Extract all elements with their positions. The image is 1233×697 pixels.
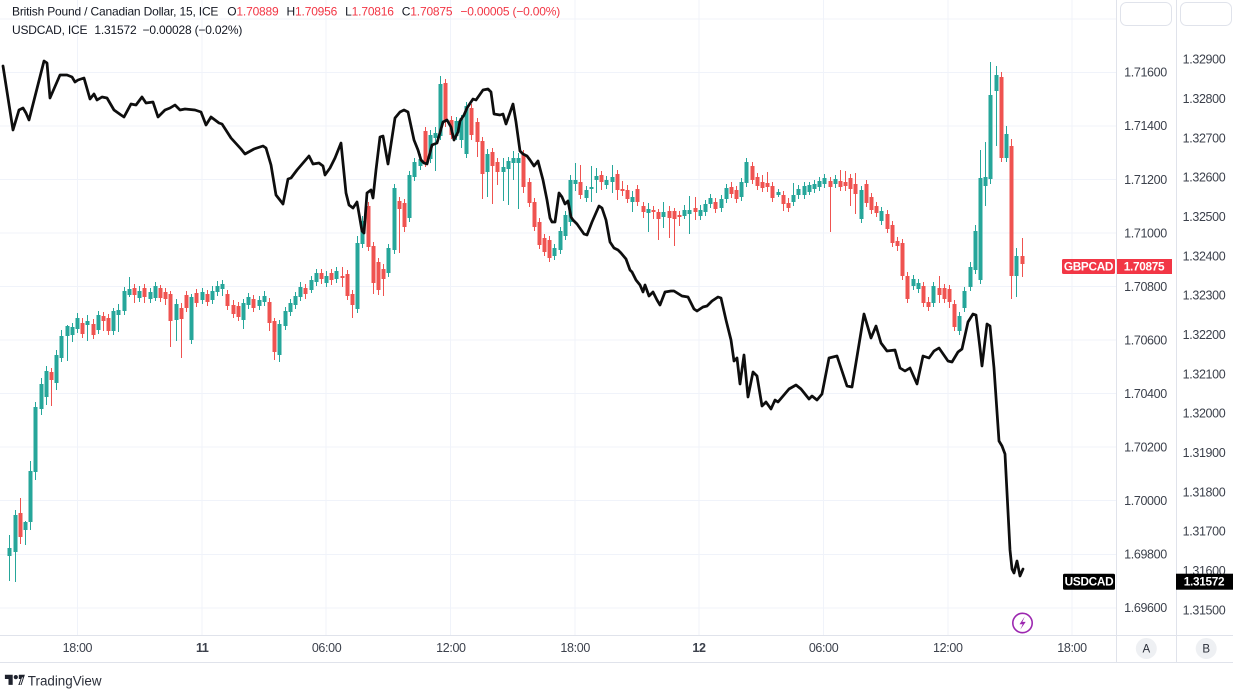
svg-text:18:00: 18:00 [560,641,590,655]
svg-text:1.31900: 1.31900 [1183,446,1226,460]
svg-text:1.69800: 1.69800 [1124,548,1167,562]
svg-text:1.32600: 1.32600 [1183,171,1226,185]
svg-text:06:00: 06:00 [809,641,839,655]
svg-text:1.70800: 1.70800 [1124,280,1167,294]
svg-text:1.70600: 1.70600 [1124,333,1167,347]
svg-text:12:00: 12:00 [933,641,963,655]
svg-text:18:00: 18:00 [1057,641,1087,655]
svg-text:1.70400: 1.70400 [1124,387,1167,401]
svg-text:British Pound / Canadian Dolla: British Pound / Canadian Dollar, 15, ICE… [12,5,560,19]
svg-text:1.32400: 1.32400 [1183,249,1226,263]
svg-text:1.31700: 1.31700 [1183,525,1226,539]
svg-text:06:00: 06:00 [312,641,342,655]
svg-text:1.32100: 1.32100 [1183,367,1226,381]
svg-text:12: 12 [692,641,706,655]
svg-text:1.32700: 1.32700 [1183,131,1226,145]
svg-text:1.71600: 1.71600 [1124,66,1167,80]
svg-text:1.32500: 1.32500 [1183,210,1226,224]
svg-text:1.31800: 1.31800 [1183,485,1226,499]
svg-text:1.70000: 1.70000 [1124,494,1167,508]
svg-text:A: A [1142,644,1150,656]
svg-text:TradingView: TradingView [28,673,102,688]
svg-text:12:00: 12:00 [436,641,466,655]
svg-text:1.32900: 1.32900 [1183,53,1226,67]
svg-text:1.71000: 1.71000 [1124,226,1167,240]
svg-text:1.71400: 1.71400 [1124,119,1167,133]
svg-text:B: B [1202,644,1210,656]
svg-text:1.70200: 1.70200 [1124,441,1167,455]
svg-text:1.31500: 1.31500 [1183,603,1226,617]
svg-text:18:00: 18:00 [63,641,93,655]
svg-text:11: 11 [196,641,209,655]
svg-text:1.71200: 1.71200 [1124,173,1167,187]
svg-text:1.32800: 1.32800 [1183,92,1226,106]
svg-text:1.69600: 1.69600 [1124,601,1167,615]
svg-text:1.70875: 1.70875 [1124,260,1165,274]
svg-text:USDCAD: USDCAD [1065,575,1114,589]
svg-text:1.32000: 1.32000 [1183,407,1226,421]
svg-text:1.32200: 1.32200 [1183,328,1226,342]
svg-text:GBPCAD: GBPCAD [1064,260,1114,274]
svg-text:1.31572: 1.31572 [1184,575,1225,589]
svg-text:1.32300: 1.32300 [1183,289,1226,303]
